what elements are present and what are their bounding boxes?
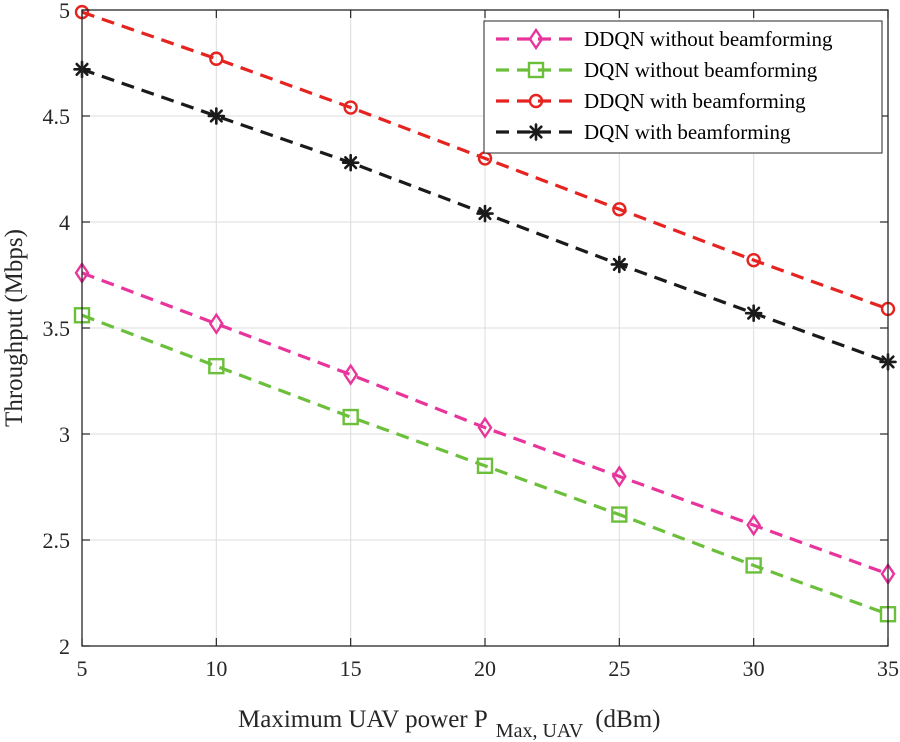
data-point xyxy=(209,51,224,66)
data-point xyxy=(477,416,493,439)
series-line xyxy=(81,10,889,311)
x-axis-label: Maximum UAV power P Max, UAV (dBm) xyxy=(238,706,660,742)
data-point xyxy=(476,457,494,474)
y-tick-label: 2 xyxy=(59,634,70,659)
legend-label: DDQN without beamforming xyxy=(584,27,833,51)
legend-label: DQN with beamforming xyxy=(584,120,791,144)
legend-label: DQN without beamforming xyxy=(584,58,818,82)
data-point xyxy=(611,465,627,488)
data-point xyxy=(208,312,224,335)
x-axis-label-unit: (dBm) xyxy=(595,706,660,733)
legend-marker xyxy=(527,61,545,79)
legend-marker xyxy=(528,93,544,109)
data-point xyxy=(612,202,627,217)
data-point xyxy=(610,255,629,274)
data-point xyxy=(746,513,762,537)
x-tick-label: 35 xyxy=(877,656,899,681)
x-tick-label: 25 xyxy=(608,656,630,681)
y-tick-label: 2.5 xyxy=(43,528,71,553)
legend-marker xyxy=(528,27,544,51)
y-tick-label: 4 xyxy=(59,210,70,235)
x-tick-label: 10 xyxy=(205,656,227,681)
data-point xyxy=(745,557,762,574)
x-tick-label: 5 xyxy=(77,656,88,681)
data-point xyxy=(343,363,359,386)
x-axis-label-subscript: Max, UAV xyxy=(496,720,584,742)
legend: DDQN without beamforming DQN without beam… xyxy=(483,20,883,154)
series-line xyxy=(81,271,889,576)
x-tick-label: 20 xyxy=(474,656,496,681)
axis-ticks: 5 10 15 20 25 30 35 2 2.5 3 3.5 4 4.5 5 xyxy=(43,0,900,681)
data-point xyxy=(341,153,360,172)
y-axis-label: Throughput (Mbps) xyxy=(1,229,28,427)
data-point xyxy=(746,252,761,268)
data-point xyxy=(343,100,358,115)
y-tick-label: 4.5 xyxy=(43,104,71,129)
data-point xyxy=(611,506,628,523)
x-tick-label: 15 xyxy=(340,656,362,681)
series-line xyxy=(81,313,889,616)
x-tick-label: 30 xyxy=(743,656,765,681)
data-point xyxy=(207,107,226,125)
y-tick-label: 3.5 xyxy=(43,316,71,341)
y-tick-label: 5 xyxy=(59,0,70,23)
x-axis-label-main: Maximum UAV power P xyxy=(238,706,488,733)
data-point xyxy=(342,408,359,426)
data-point xyxy=(476,204,494,223)
data-point xyxy=(744,304,763,322)
data-point xyxy=(208,357,225,375)
legend-marker xyxy=(527,123,545,141)
y-tick-label: 3 xyxy=(59,422,70,447)
legend-label: DDQN with beamforming xyxy=(584,89,806,113)
